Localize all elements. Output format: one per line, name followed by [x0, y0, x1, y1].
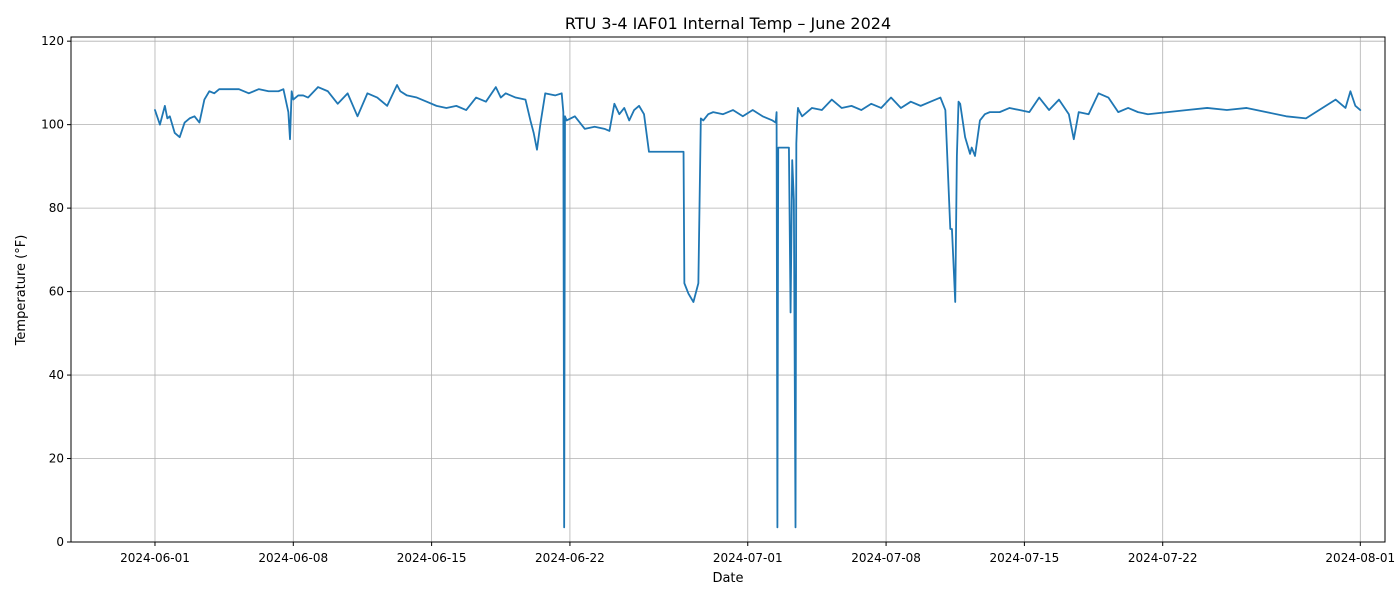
tick-layer: 2024-06-01 2024-06-08 2024-06-15 2024-06-22… [41, 34, 1395, 565]
x-tick-label: 2024-06-22 [535, 551, 605, 565]
x-tick-label: 2024-07-01 [713, 551, 783, 565]
x-tick-label: 2024-07-08 [851, 551, 921, 565]
plot-area-frame [70, 36, 1386, 543]
y-tick-label: 40 [49, 368, 64, 382]
y-tick-label: 80 [49, 201, 64, 215]
y-tick-label: 120 [41, 34, 64, 48]
y-tick-label: 20 [49, 452, 64, 466]
temperature-series-line [154, 84, 1362, 529]
x-tick-label: 2024-06-08 [258, 551, 328, 565]
y-tick-label: 0 [56, 535, 64, 549]
y-tick-label: 60 [49, 285, 64, 299]
x-tick-label: 2024-06-15 [397, 551, 467, 565]
x-tick-label: 2024-07-22 [1128, 551, 1198, 565]
x-tick-label: 2024-06-01 [120, 551, 190, 565]
series-layer [154, 84, 1362, 529]
x-axis-label: Date [712, 571, 743, 586]
x-tick-label: 2024-08-01 [1325, 551, 1395, 565]
chart-title: RTU 3-4 IAF01 Internal Temp – June 2024 [565, 14, 891, 33]
x-tick-label: 2024-07-15 [990, 551, 1060, 565]
y-tick-label: 100 [41, 118, 64, 132]
y-axis-label: Temperature (°F) [14, 235, 29, 347]
